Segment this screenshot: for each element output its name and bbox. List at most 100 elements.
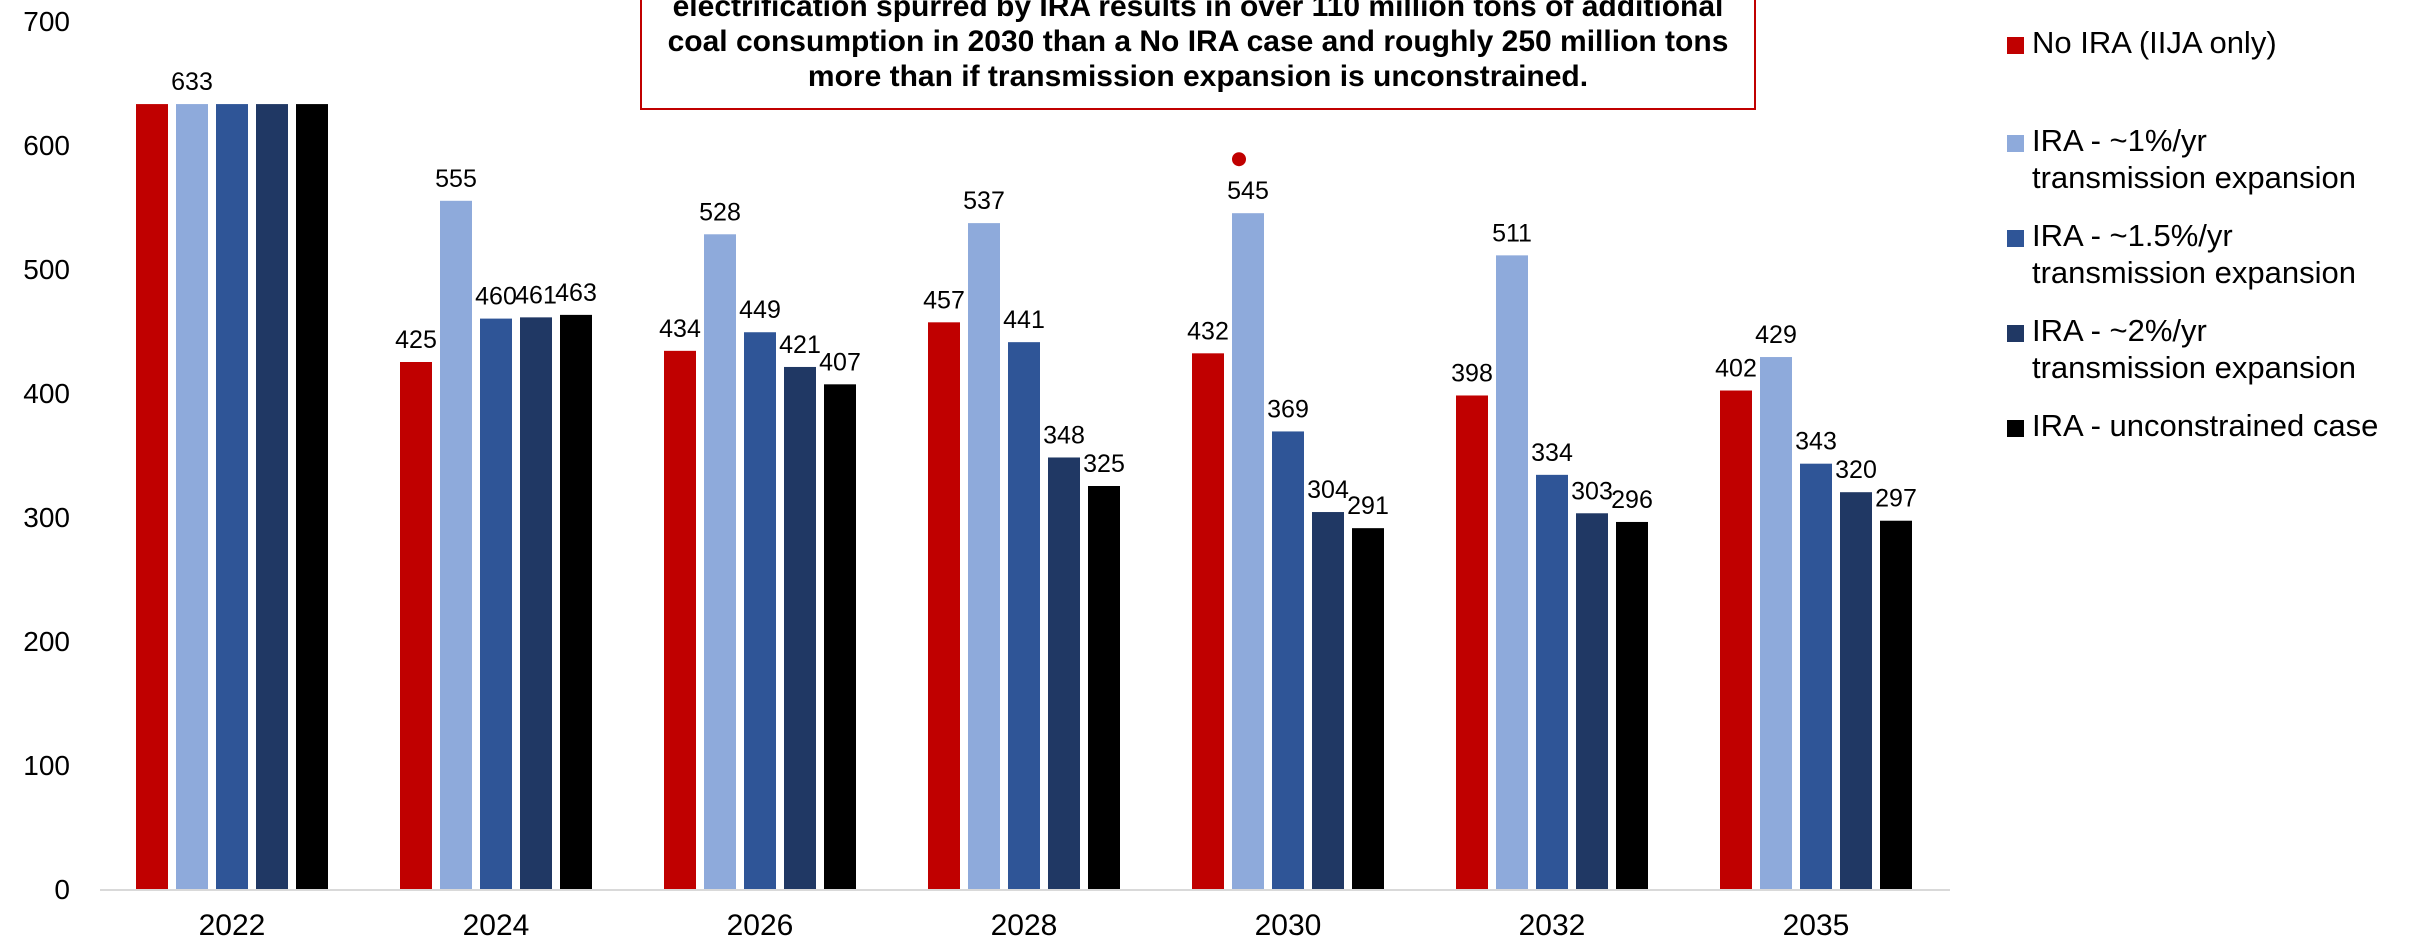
x-tick-label: 2032 bbox=[1519, 909, 1586, 942]
bar-2024-series-3 bbox=[480, 318, 512, 890]
data-label: 320 bbox=[1835, 456, 1877, 484]
x-tick-label: 2030 bbox=[1255, 909, 1322, 942]
bar-2026-series-4 bbox=[784, 366, 816, 890]
data-label: 303 bbox=[1571, 477, 1613, 505]
annotation-line-2: coal consumption in 2030 than a No IRA c… bbox=[667, 25, 1729, 58]
y-tick-label: 400 bbox=[23, 378, 70, 409]
bar-2028-series-5 bbox=[1088, 486, 1120, 889]
data-label: 449 bbox=[739, 296, 781, 324]
legend-item-ira-unconstrained: IRA - unconstrained case bbox=[2007, 407, 2378, 444]
bar-2022-series-2 bbox=[176, 104, 208, 889]
data-label: 304 bbox=[1307, 476, 1349, 504]
bar-2026-series-1 bbox=[664, 350, 696, 890]
data-label: 421 bbox=[779, 331, 821, 359]
bar-2022-series-3 bbox=[216, 104, 248, 889]
bar-2030-series-2 bbox=[1232, 213, 1264, 889]
y-tick-label: 700 bbox=[23, 6, 70, 37]
data-label: 511 bbox=[1492, 219, 1532, 247]
x-tick-label: 2028 bbox=[991, 909, 1058, 942]
legend-item-no-ira: No IRA (IIJA only) bbox=[2007, 24, 2277, 61]
y-tick-label: 0 bbox=[54, 874, 70, 905]
legend-label-ira-unconstrained: IRA - unconstrained case bbox=[2032, 408, 2379, 443]
data-label: 432 bbox=[1187, 317, 1229, 345]
bar-2026-series-2 bbox=[704, 234, 736, 889]
bar-2035-series-5 bbox=[1880, 520, 1912, 889]
bar-2030-series-4 bbox=[1312, 512, 1344, 889]
bar-2024-series-4 bbox=[520, 317, 552, 889]
bar-2035-series-3 bbox=[1800, 463, 1832, 889]
y-tick-label: 200 bbox=[23, 626, 70, 657]
y-tick-label: 300 bbox=[23, 502, 70, 533]
legend-label-ira-2pct: IRA - ~2%/yr transmission expansion bbox=[2032, 313, 2356, 385]
x-tick-label: 2022 bbox=[199, 909, 266, 942]
data-label: 528 bbox=[699, 198, 741, 226]
bar-2024-series-5 bbox=[560, 314, 592, 889]
bar-2032-series-3 bbox=[1536, 474, 1568, 889]
bar-2032-series-5 bbox=[1616, 521, 1648, 889]
x-tick-label: 2024 bbox=[463, 909, 530, 942]
bar-2035-series-1 bbox=[1720, 390, 1752, 889]
data-label: 297 bbox=[1875, 485, 1917, 513]
data-label: 291 bbox=[1347, 492, 1389, 520]
bar-2024-series-1 bbox=[400, 362, 432, 889]
legend-label-no-ira: No IRA (IIJA only) bbox=[2032, 25, 2277, 60]
data-label: 343 bbox=[1795, 428, 1837, 456]
annotation-pointer bbox=[1232, 152, 1246, 167]
y-tick-label: 500 bbox=[23, 254, 70, 285]
legend-swatch-ira-1pct bbox=[2007, 135, 2024, 152]
bar-2022-series-1 bbox=[136, 104, 168, 889]
bar-2024-series-2 bbox=[440, 200, 472, 890]
bar-2028-series-3 bbox=[1008, 342, 1040, 889]
data-label: 457 bbox=[923, 286, 965, 314]
data-label: 369 bbox=[1267, 395, 1309, 423]
bar-2035-series-4 bbox=[1840, 492, 1872, 889]
data-label: 407 bbox=[819, 348, 861, 376]
data-label: 296 bbox=[1611, 486, 1653, 514]
data-label: 429 bbox=[1755, 321, 1797, 349]
data-label: 334 bbox=[1531, 439, 1573, 467]
bar-2028-series-4 bbox=[1048, 457, 1080, 889]
data-label: 348 bbox=[1043, 421, 1085, 449]
legend-item-ira-2pct: IRA - ~2%/yr transmission expansion bbox=[2007, 312, 2356, 386]
bars bbox=[136, 104, 1912, 890]
x-axis: 2022 2024 2026 2028 2030 2032 2035 bbox=[199, 909, 1850, 942]
legend-label-ira-1pct: IRA - ~1%/yr transmission expansion bbox=[2032, 123, 2356, 195]
legend-item-ira-1pct: IRA - ~1%/yr transmission expansion bbox=[2007, 122, 2356, 196]
annotation-callout: electrification spurred by IRA results i… bbox=[640, 0, 1756, 110]
annotation-line-3: more than if transmission expansion is u… bbox=[807, 60, 1589, 93]
bar-2022-series-5 bbox=[296, 104, 328, 889]
legend-swatch-ira-1-5pct bbox=[2007, 230, 2024, 247]
data-label: 537 bbox=[963, 187, 1005, 215]
legend-label-ira-1-5pct: IRA - ~1.5%/yr transmission expansion bbox=[2032, 218, 2356, 290]
data-label: 633 bbox=[171, 68, 213, 96]
data-label: 441 bbox=[1003, 306, 1045, 334]
legend-swatch-no-ira bbox=[2007, 37, 2024, 54]
data-label: 555 bbox=[435, 165, 477, 193]
data-label: 398 bbox=[1451, 359, 1493, 387]
bar-2030-series-1 bbox=[1192, 353, 1224, 889]
bar-2032-series-1 bbox=[1456, 395, 1488, 889]
data-label: 402 bbox=[1715, 355, 1757, 383]
bar-2022-series-4 bbox=[256, 104, 288, 889]
annotation-marker bbox=[1232, 152, 1246, 167]
data-label: 460 bbox=[475, 283, 517, 311]
x-tick-label: 2026 bbox=[727, 909, 794, 942]
bar-2032-series-2 bbox=[1496, 255, 1528, 890]
bar-2035-series-2 bbox=[1760, 357, 1792, 889]
bar-2028-series-2 bbox=[968, 223, 1000, 889]
annotation-line-1: electrification spurred by IRA results i… bbox=[672, 0, 1724, 23]
data-label: 425 bbox=[395, 326, 437, 354]
data-label: 545 bbox=[1227, 177, 1269, 205]
data-label: 434 bbox=[659, 315, 701, 343]
legend-item-ira-1-5pct: IRA - ~1.5%/yr transmission expansion bbox=[2007, 217, 2356, 291]
bar-2028-series-1 bbox=[928, 322, 960, 889]
y-axis: 0 100 200 300 400 500 600 700 bbox=[23, 6, 70, 905]
legend-swatch-ira-2pct bbox=[2007, 325, 2024, 342]
bar-2026-series-3 bbox=[744, 332, 776, 889]
y-tick-label: 100 bbox=[23, 750, 70, 781]
bar-2032-series-4 bbox=[1576, 513, 1608, 889]
y-tick-label: 600 bbox=[23, 130, 70, 161]
x-tick-label: 2035 bbox=[1783, 909, 1850, 942]
